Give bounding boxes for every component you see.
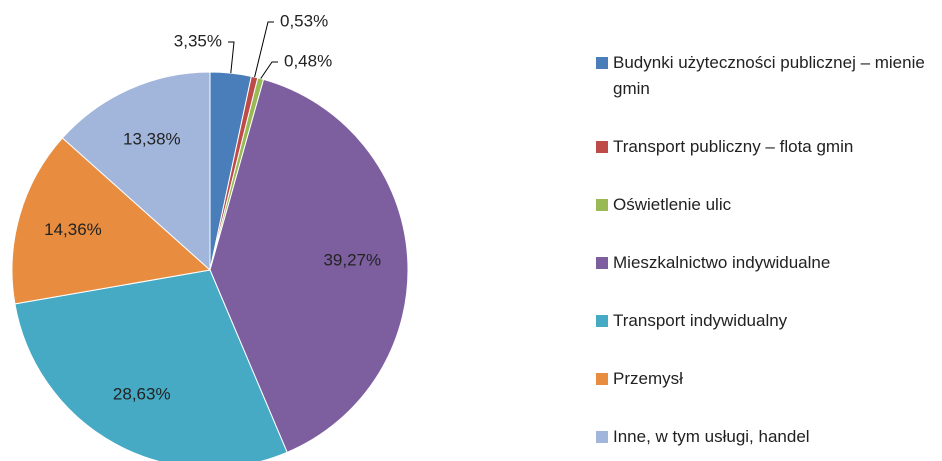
legend-swatch [596, 431, 608, 443]
legend-item: Transport indywidualny [596, 308, 936, 334]
legend-item: Przemysł [596, 366, 936, 392]
legend-label: Przemysł [613, 369, 683, 388]
leader-line [254, 21, 274, 78]
data-label: 28,63% [113, 385, 171, 404]
legend-item: Transport publiczny – flota gmin [596, 134, 936, 160]
data-label: 39,27% [323, 250, 381, 269]
legend-label: Transport publiczny – flota gmin [613, 137, 854, 156]
pie-slice [61, 71, 211, 272]
leader-line [228, 41, 235, 74]
data-label: 3,35% [174, 31, 222, 50]
data-label: 14,36% [44, 220, 102, 239]
data-label: 13,38% [123, 129, 181, 148]
legend-swatch [596, 199, 608, 211]
legend-label: Mieszkalnictwo indywidualne [613, 253, 831, 272]
legend-swatch [596, 141, 608, 153]
legend-label: Oświetlenie ulic [613, 195, 732, 214]
legend-label: Transport indywidualny [613, 311, 788, 330]
pie-slice [14, 269, 288, 461]
pie-slice [11, 137, 212, 305]
legend-item: Mieszkalnictwo indywidualne [596, 250, 936, 276]
data-label: 0,48% [284, 51, 332, 70]
legend-item: Budynki użyteczności publicznej – mienie… [596, 50, 936, 102]
legend: Budynki użyteczności publicznej – mienie… [596, 50, 936, 450]
legend-label: Budynki użyteczności publicznej – mienie… [613, 53, 925, 98]
legend-swatch [596, 257, 608, 269]
legend-label: Inne, w tym usługi, handel [613, 427, 810, 446]
pie-slice [209, 78, 409, 454]
legend-swatch [596, 57, 608, 69]
legend-swatch [596, 373, 608, 385]
legend-item: Inne, w tym usługi, handel [596, 424, 936, 450]
legend-item: Oświetlenie ulic [596, 192, 936, 218]
data-label: 0,53% [280, 11, 328, 30]
legend-swatch [596, 315, 608, 327]
leader-line [260, 61, 278, 79]
